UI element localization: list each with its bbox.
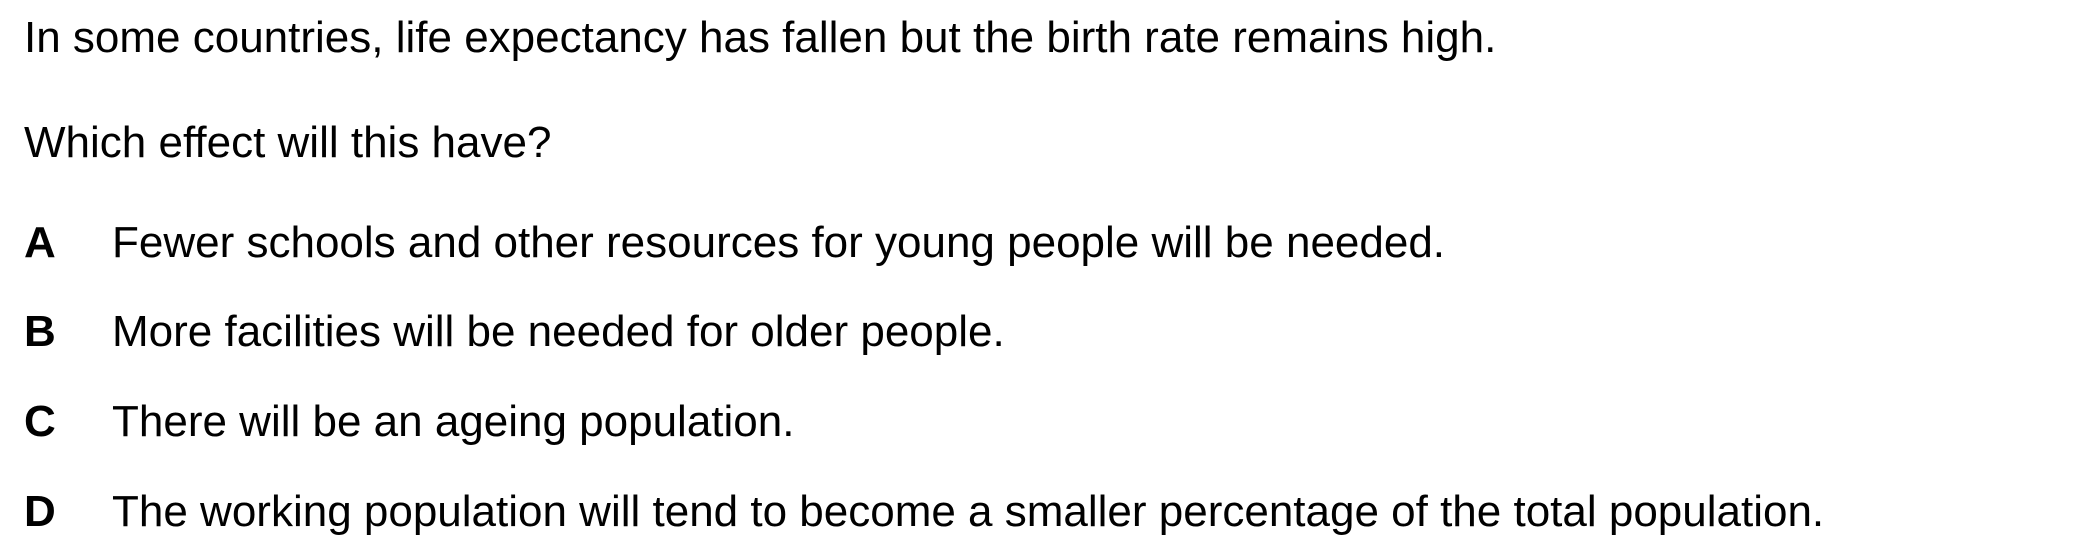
answer-option-d[interactable]: D The working population will tend to be… xyxy=(24,486,1824,538)
option-letter: A xyxy=(24,218,56,267)
option-letter: C xyxy=(24,397,56,446)
option-text: More facilities will be needed for older… xyxy=(112,307,1005,356)
option-text: The working population will tend to beco… xyxy=(112,487,1825,536)
option-text: There will be an ageing population. xyxy=(112,397,795,446)
option-text: Fewer schools and other resources for yo… xyxy=(112,218,1446,267)
answer-option-a[interactable]: A Fewer schools and other resources for … xyxy=(24,217,1445,269)
question-prompt: Which effect will this have? xyxy=(24,118,552,167)
question-context: In some countries, life expectancy has f… xyxy=(24,13,1497,62)
option-letter: B xyxy=(24,307,56,356)
option-letter: D xyxy=(24,487,56,536)
answer-option-b[interactable]: B More facilities will be needed for old… xyxy=(24,306,1005,358)
answer-option-c[interactable]: C There will be an ageing population. xyxy=(24,396,794,448)
